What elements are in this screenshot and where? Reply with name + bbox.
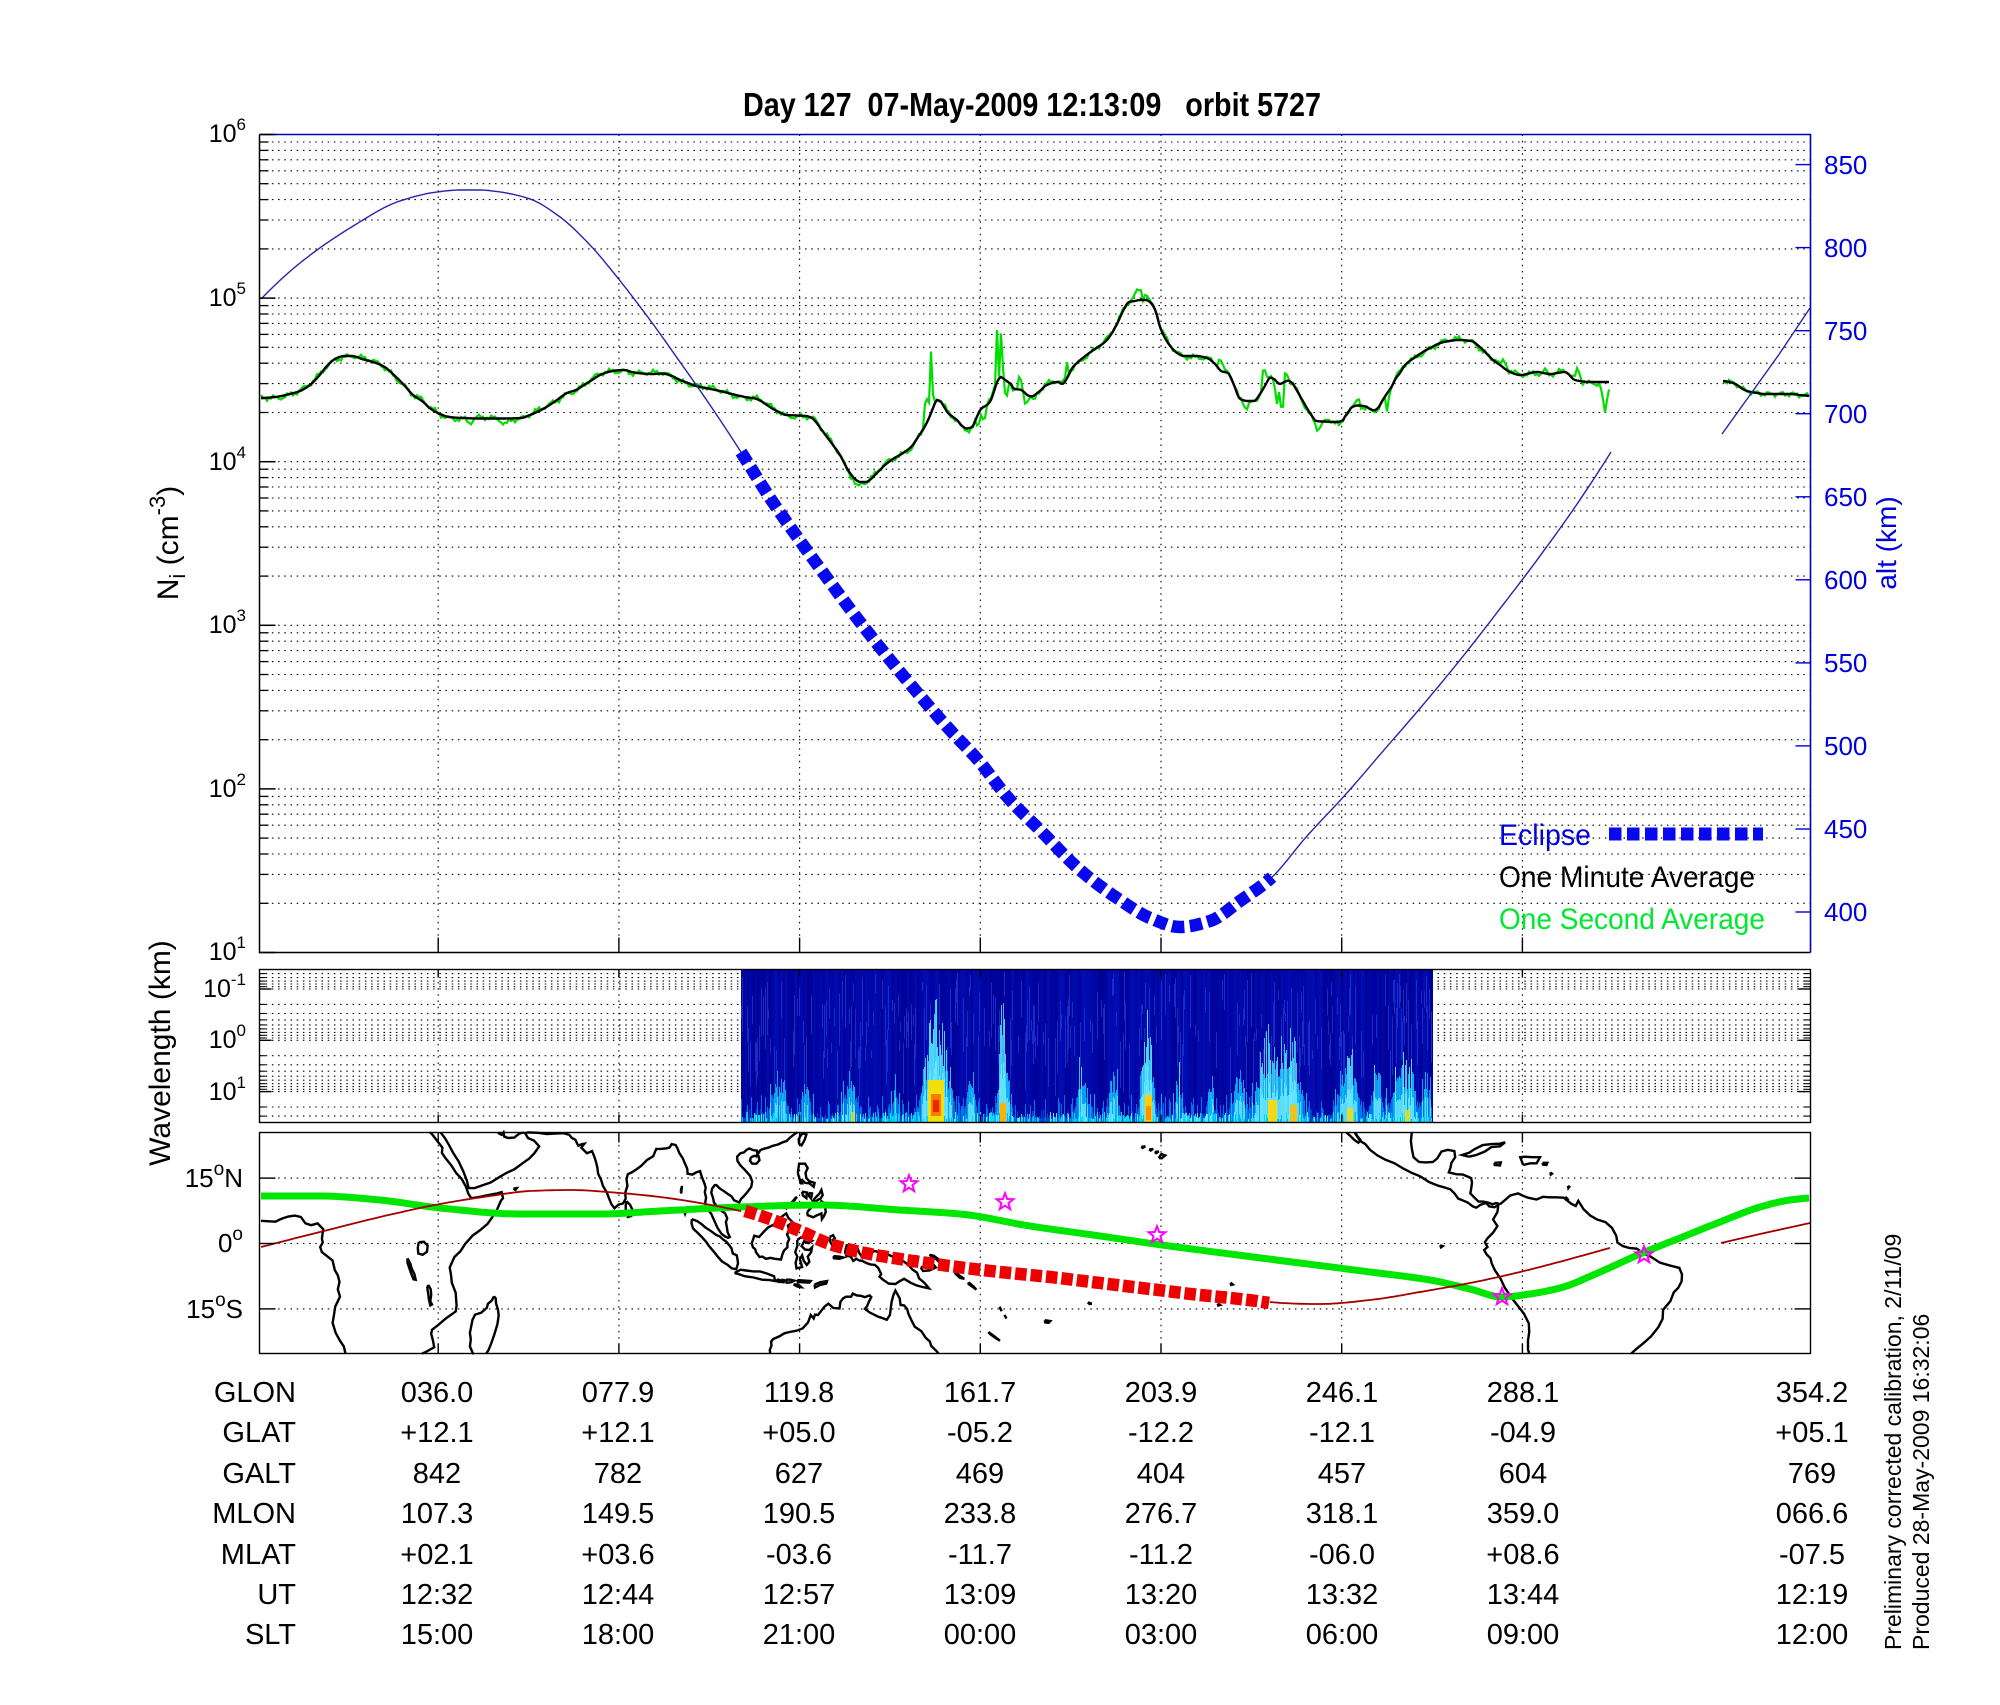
svg-text:12:00: 12:00: [1776, 1619, 1849, 1651]
svg-text:161.7: 161.7: [944, 1377, 1017, 1409]
svg-text:13:20: 13:20: [1125, 1579, 1198, 1611]
svg-text:190.5: 190.5: [763, 1498, 836, 1530]
svg-text:GALT: GALT: [222, 1458, 296, 1490]
svg-text:-07.5: -07.5: [1779, 1539, 1845, 1571]
svg-text:750: 750: [1824, 316, 1867, 346]
svg-text:604: 604: [1499, 1458, 1547, 1490]
svg-text:469: 469: [956, 1458, 1004, 1490]
svg-text:800: 800: [1824, 233, 1867, 263]
svg-text:850: 850: [1824, 150, 1867, 180]
svg-text:107.3: 107.3: [401, 1498, 474, 1530]
svg-text:Day 127 07-May-2009 12:13:09: Day 127 07-May-2009 12:13:09 orbit 5727: [743, 86, 1321, 123]
svg-text:104: 104: [209, 443, 246, 476]
svg-text:233.8: 233.8: [944, 1498, 1017, 1530]
svg-text:+12.1: +12.1: [400, 1417, 473, 1449]
svg-text:103: 103: [209, 606, 246, 639]
svg-text:077.9: 077.9: [582, 1377, 655, 1409]
svg-text:600: 600: [1824, 565, 1867, 595]
svg-text:18:00: 18:00: [582, 1619, 655, 1651]
svg-text:Produced 28-May-2009 16:32:06: Produced 28-May-2009 16:32:06: [1908, 1314, 1934, 1650]
svg-text:Preliminary corrected calibrat: Preliminary corrected calibration, 2/11/…: [1880, 1234, 1906, 1650]
svg-text:15oS: 15oS: [186, 1290, 243, 1324]
svg-text:UT: UT: [257, 1579, 296, 1611]
svg-text:101: 101: [209, 1073, 246, 1106]
svg-text:700: 700: [1824, 399, 1867, 429]
svg-text:MLON: MLON: [212, 1498, 296, 1530]
svg-text:769: 769: [1788, 1458, 1836, 1490]
svg-text:One Second Average: One Second Average: [1499, 903, 1765, 936]
svg-text:13:32: 13:32: [1306, 1579, 1379, 1611]
svg-text:782: 782: [594, 1458, 642, 1490]
svg-text:10-1: 10-1: [203, 970, 246, 1003]
svg-text:Wavelength (km): Wavelength (km): [144, 940, 177, 1166]
svg-text:246.1: 246.1: [1306, 1377, 1379, 1409]
svg-text:457: 457: [1318, 1458, 1366, 1490]
svg-text:105: 105: [209, 279, 246, 312]
svg-text:03:00: 03:00: [1125, 1619, 1198, 1651]
svg-text:066.6: 066.6: [1776, 1498, 1849, 1530]
svg-text:Eclipse: Eclipse: [1499, 819, 1591, 852]
svg-text:149.5: 149.5: [582, 1498, 655, 1530]
svg-text:-06.0: -06.0: [1309, 1539, 1375, 1571]
svg-text:-12.2: -12.2: [1128, 1417, 1194, 1449]
svg-text:119.8: 119.8: [764, 1377, 834, 1409]
svg-text:One Minute Average: One Minute Average: [1499, 861, 1755, 894]
svg-text:MLAT: MLAT: [221, 1539, 296, 1571]
svg-text:450: 450: [1824, 814, 1867, 844]
svg-text:+05.1: +05.1: [1775, 1417, 1848, 1449]
svg-text:500: 500: [1824, 731, 1867, 761]
svg-text:06:00: 06:00: [1306, 1619, 1379, 1651]
svg-text:+12.1: +12.1: [581, 1417, 654, 1449]
svg-text:21:00: 21:00: [763, 1619, 836, 1651]
svg-text:627: 627: [775, 1458, 823, 1490]
svg-text:359.0: 359.0: [1487, 1498, 1560, 1530]
svg-text:GLON: GLON: [214, 1377, 296, 1409]
svg-text:404: 404: [1137, 1458, 1185, 1490]
svg-text:00:00: 00:00: [944, 1619, 1017, 1651]
svg-text:036.0: 036.0: [401, 1377, 474, 1409]
svg-text:100: 100: [209, 1021, 246, 1054]
svg-text:106: 106: [209, 115, 246, 148]
svg-text:-11.7: -11.7: [948, 1539, 1012, 1571]
svg-text:-04.9: -04.9: [1490, 1417, 1556, 1449]
svg-text:09:00: 09:00: [1487, 1619, 1560, 1651]
svg-text:276.7: 276.7: [1125, 1498, 1198, 1530]
svg-text:13:44: 13:44: [1487, 1579, 1560, 1611]
svg-text:12:57: 12:57: [763, 1579, 836, 1611]
svg-text:101: 101: [209, 933, 246, 966]
svg-text:+05.0: +05.0: [762, 1417, 835, 1449]
svg-text:550: 550: [1824, 648, 1867, 678]
svg-text:-12.1: -12.1: [1309, 1417, 1375, 1449]
svg-text:alt (km): alt (km): [1871, 496, 1902, 589]
svg-text:-03.6: -03.6: [766, 1539, 832, 1571]
svg-text:318.1: 318.1: [1306, 1498, 1379, 1530]
svg-text:354.2: 354.2: [1776, 1377, 1849, 1409]
svg-text:203.9: 203.9: [1125, 1377, 1198, 1409]
svg-text:-11.2: -11.2: [1129, 1539, 1193, 1571]
svg-text:+08.6: +08.6: [1486, 1539, 1559, 1571]
svg-text:12:44: 12:44: [582, 1579, 655, 1611]
svg-text:15:00: 15:00: [401, 1619, 474, 1651]
svg-text:-05.2: -05.2: [947, 1417, 1013, 1449]
svg-text:SLT: SLT: [245, 1619, 296, 1651]
svg-text:+02.1: +02.1: [400, 1539, 473, 1571]
svg-text:GLAT: GLAT: [222, 1417, 296, 1449]
svg-text:+03.6: +03.6: [581, 1539, 654, 1571]
svg-text:650: 650: [1824, 482, 1867, 512]
svg-text:842: 842: [413, 1458, 461, 1490]
svg-text:12:32: 12:32: [401, 1579, 474, 1611]
svg-text:102: 102: [209, 770, 246, 803]
svg-text:288.1: 288.1: [1487, 1377, 1560, 1409]
svg-text:13:09: 13:09: [944, 1579, 1017, 1611]
svg-text:400: 400: [1824, 897, 1867, 927]
svg-text:12:19: 12:19: [1776, 1579, 1849, 1611]
